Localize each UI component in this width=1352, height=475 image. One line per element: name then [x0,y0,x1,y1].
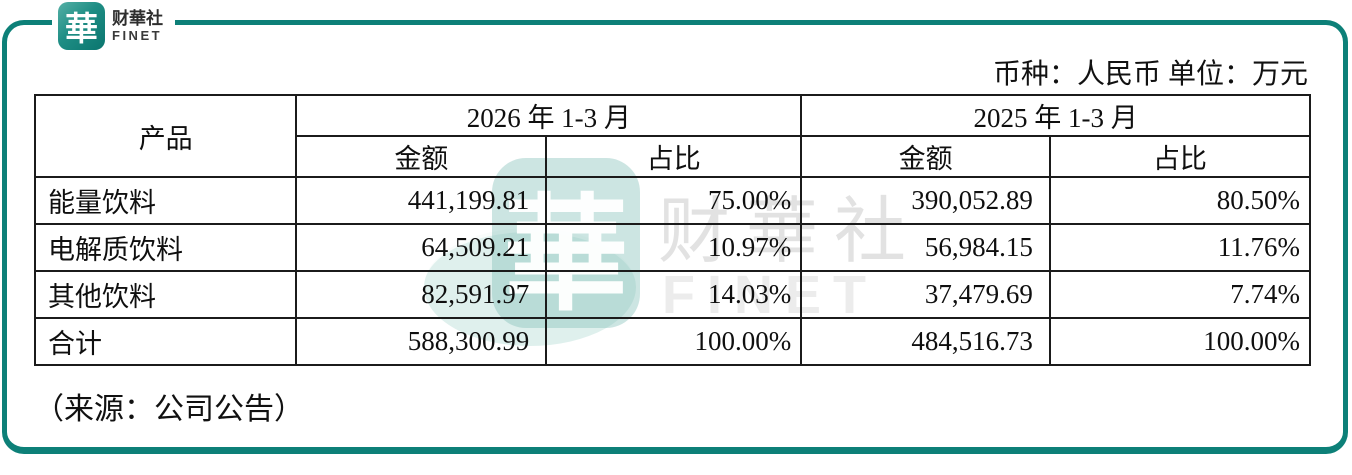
table-header-period-row: 产品 2026 年 1-3 月 2025 年 1-3 月 [33,94,1311,178]
amount-2026: 64,509.21 [295,223,548,272]
amount-2026: 588,300.99 [295,317,548,366]
header-amount-2026: 金额 [295,135,548,178]
share-2025: 11.76% [1048,223,1312,272]
share-2026: 14.03% [545,270,803,319]
finet-brand-name: 财華社 [112,9,163,28]
product-name: 其他饮料 [33,270,298,319]
share-2025: 80.50% [1048,176,1312,225]
amount-2026: 441,199.81 [295,176,548,225]
amount-2025: 390,052.89 [800,176,1051,225]
product-name: 电解质饮料 [33,223,298,272]
amount-2025: 37,479.69 [800,270,1051,319]
table-row-other-drinks: 其他饮料 82,591.97 14.03% 37,479.69 7.74% [33,270,1312,319]
amount-2025: 484,516.73 [800,317,1051,366]
share-2026: 10.97% [545,223,803,272]
table-row-total: 合计 588,300.99 100.00% 484,516.73 100.00% [33,317,1312,366]
page-frame-border [2,20,1348,454]
header-period-2026: 2026 年 1-3 月 [295,94,803,137]
share-2026: 100.00% [545,317,803,366]
product-name: 合计 [33,317,298,366]
finet-seal-icon: 華 [58,2,105,50]
finet-logo: 華 财華社 FINET [52,0,175,52]
table-header-sub-row: 金额 占比 金额 占比 [35,135,1312,178]
finet-brand-subname: FINET [112,28,163,43]
product-name: 能量饮料 [33,176,298,225]
header-period-2025: 2025 年 1-3 月 [800,94,1311,137]
amount-2025: 56,984.15 [800,223,1051,272]
table-row-energy-drinks: 能量饮料 441,199.81 75.00% 390,052.89 80.50% [33,176,1312,225]
share-2025: 7.74% [1048,270,1312,319]
finet-logo-text: 财華社 FINET [112,9,163,43]
header-amount-2025: 金额 [800,135,1051,178]
header-share-2026: 占比 [545,135,803,178]
amount-2026: 82,591.97 [295,270,548,319]
source-note: （来源：公司公告） [34,393,304,426]
header-share-2025: 占比 [1048,135,1312,178]
header-product: 产品 [33,94,298,178]
share-2025: 100.00% [1048,317,1312,366]
share-2026: 75.00% [545,176,803,225]
currency-unit-note: 币种：人民币 单位：万元 [992,59,1308,90]
revenue-breakdown-table: 产品 2026 年 1-3 月 2025 年 1-3 月 金额 占比 金额 占比… [33,94,1312,366]
table-row-electrolyte-drinks: 电解质饮料 64,509.21 10.97% 56,984.15 11.76% [33,223,1312,272]
